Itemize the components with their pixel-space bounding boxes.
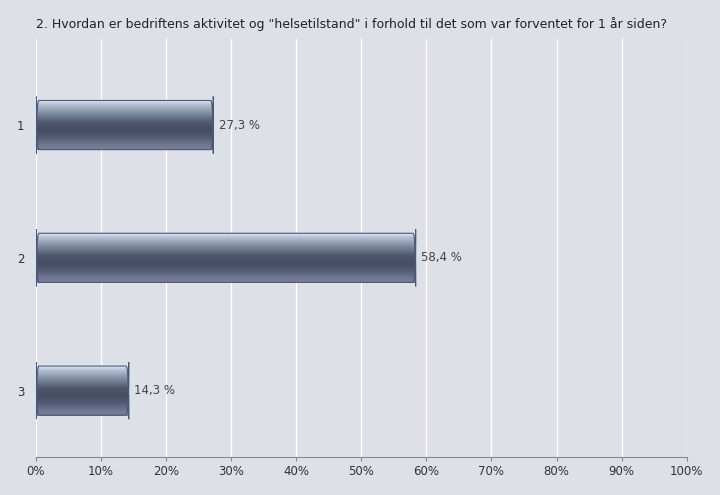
Text: 58,4 %: 58,4 % bbox=[421, 251, 462, 264]
Text: 27,3 %: 27,3 % bbox=[219, 119, 260, 132]
Text: 2. Hvordan er bedriftens aktivitet og "helsetilstand" i forhold til det som var : 2. Hvordan er bedriftens aktivitet og "h… bbox=[36, 17, 667, 31]
Text: 14,3 %: 14,3 % bbox=[134, 384, 175, 397]
